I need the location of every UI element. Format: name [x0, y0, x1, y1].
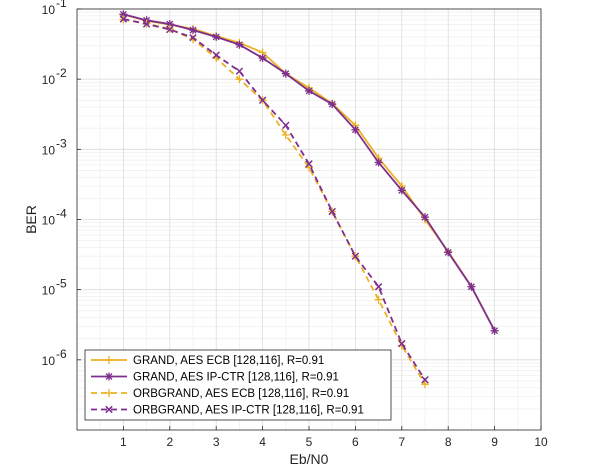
y-tick-label: 10 [42, 354, 56, 368]
y-tick-label: 10 [42, 143, 56, 157]
x-tick-label: 5 [306, 435, 313, 449]
x-tick-label: 10 [534, 435, 548, 449]
star-marker [444, 248, 453, 257]
star-marker [374, 158, 383, 167]
x-marker [421, 376, 429, 384]
plus-marker [374, 295, 383, 304]
x-tick-label: 9 [491, 435, 498, 449]
legend-entry: GRAND, AES ECB [128,116], R=0.91 [91, 355, 324, 367]
x-marker [212, 51, 220, 59]
y-axis-ticks: 10-110-210-310-410-510-6 [42, 0, 81, 368]
x-marker [166, 25, 174, 34]
star-marker [189, 26, 197, 35]
x-tick-label: 6 [352, 435, 359, 449]
star-marker [281, 69, 290, 78]
x-marker [258, 96, 267, 105]
x-marker [142, 20, 151, 28]
x-marker [189, 33, 197, 42]
x-tick-label: 2 [166, 435, 173, 449]
plus-marker [421, 380, 429, 389]
legend-label: ORBGRAND, AES ECB [128,116], R=0.91 [133, 388, 349, 400]
star-marker [328, 100, 337, 109]
legend-label: GRAND, AES ECB [128,116], R=0.91 [133, 355, 324, 367]
x-marker [235, 67, 244, 75]
y-tick-exponent: -5 [56, 277, 67, 291]
y-tick-label: 10 [42, 284, 56, 298]
y-axis-label: BER [23, 205, 39, 234]
legend-entry: ORBGRAND, AES ECB [128,116], R=0.91 [91, 388, 349, 400]
legend-entry: ORBGRAND, AES IP-CTR [128,116], R=0.91 [91, 405, 364, 417]
x-marker [282, 121, 290, 130]
star-marker [105, 372, 113, 381]
x-marker [328, 207, 336, 216]
star-marker [467, 282, 476, 291]
star-marker [397, 186, 406, 195]
y-tick-label: 10 [42, 73, 56, 87]
x-tick-label: 3 [213, 435, 220, 449]
plus-marker [105, 356, 113, 364]
y-tick-label: 10 [42, 3, 56, 17]
legend: GRAND, AES ECB [128,116], R=0.91 GRAND, A… [84, 349, 392, 421]
x-axis-ticks: 1 2 3 4 5 6 7 8 9 10 [120, 426, 548, 449]
star-marker [351, 125, 360, 134]
x-marker [305, 160, 313, 168]
x-tick-label: 8 [445, 435, 452, 449]
plus-marker [235, 75, 244, 84]
y-tick-exponent: -3 [56, 136, 67, 150]
x-axis-label: Eb/N0 [290, 451, 329, 467]
x-marker [105, 405, 113, 414]
star-marker [421, 213, 429, 222]
y-tick-exponent: -1 [56, 0, 67, 10]
series-group [119, 10, 499, 389]
series-4 [119, 15, 429, 384]
x-marker [351, 252, 360, 260]
x-tick-label: 4 [259, 435, 266, 449]
star-marker [119, 10, 128, 19]
star-marker [305, 86, 313, 95]
plus-marker [281, 131, 290, 140]
legend-label: ORBGRAND, AES IP-CTR [128,116], R=0.91 [133, 405, 364, 417]
x-marker [398, 339, 406, 348]
star-marker [490, 326, 499, 335]
y-tick-exponent: -6 [56, 347, 67, 361]
y-tick-label: 10 [42, 214, 56, 228]
star-marker [212, 32, 221, 41]
plus-marker [105, 389, 113, 397]
x-marker [374, 283, 383, 291]
series-line [123, 18, 426, 381]
y-tick-exponent: -4 [56, 207, 67, 221]
x-tick-label: 7 [398, 435, 405, 449]
legend-label: GRAND, AES IP-CTR [128,116], R=0.91 [133, 372, 339, 384]
y-tick-exponent: -2 [56, 66, 67, 80]
star-marker [235, 40, 244, 49]
star-marker [258, 54, 267, 63]
legend-box [84, 349, 392, 421]
star-marker [165, 20, 174, 29]
x-marker [119, 15, 128, 23]
x-tick-label: 1 [120, 435, 127, 449]
legend-entry: GRAND, AES IP-CTR [128,116], R=0.91 [91, 372, 339, 384]
